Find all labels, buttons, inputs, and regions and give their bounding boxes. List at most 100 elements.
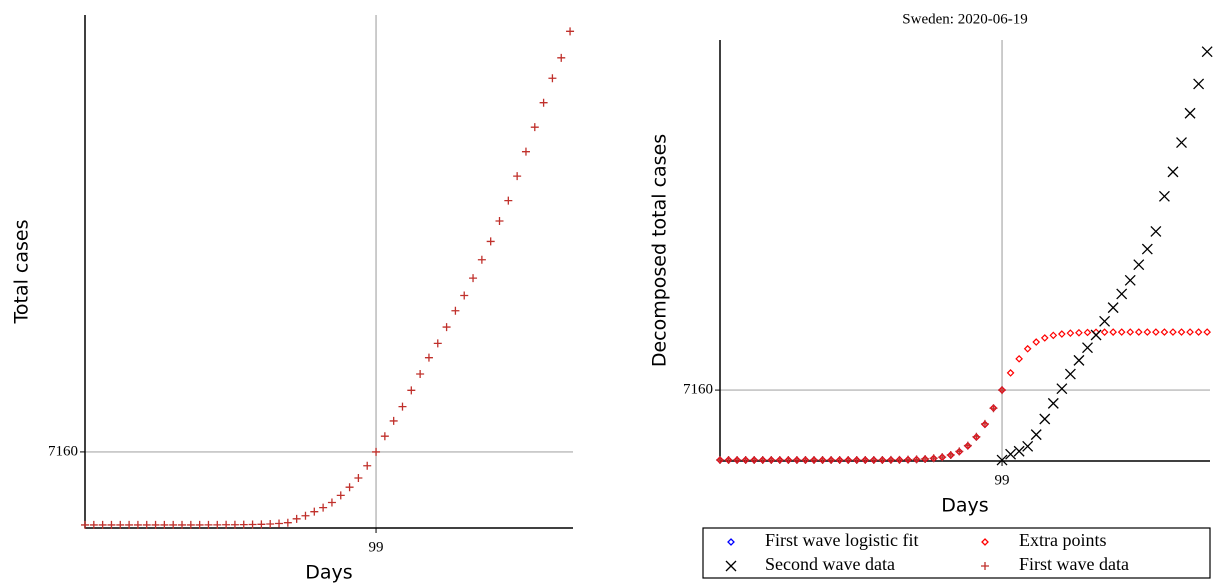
data-point xyxy=(792,456,801,465)
data-point xyxy=(1023,344,1032,353)
data-point xyxy=(1056,383,1068,395)
data-point xyxy=(1015,354,1023,363)
data-point xyxy=(283,518,292,527)
data-point xyxy=(142,520,151,529)
data-point xyxy=(1169,328,1177,336)
data-point xyxy=(996,454,1008,466)
data-point xyxy=(716,456,724,465)
data-point xyxy=(1134,328,1143,336)
data-point xyxy=(844,456,853,465)
data-point xyxy=(810,456,819,465)
chart-title: Sweden: 2020-06-19 xyxy=(902,11,1027,27)
legend-marker xyxy=(727,538,735,546)
data-point xyxy=(504,196,513,205)
data-point xyxy=(169,520,178,529)
data-point xyxy=(750,456,759,465)
data-point xyxy=(1047,397,1059,409)
data-point xyxy=(972,432,981,441)
data-point xyxy=(921,454,930,463)
data-point xyxy=(955,447,964,456)
data-point xyxy=(1005,448,1017,460)
data-point xyxy=(775,456,784,465)
x-axis-label: Days xyxy=(305,562,352,584)
data-point xyxy=(107,520,116,529)
data-point xyxy=(861,456,870,465)
data-point xyxy=(1030,429,1042,441)
data-point xyxy=(460,291,469,300)
data-point xyxy=(1116,288,1128,300)
data-point xyxy=(116,520,125,529)
x-axis-label: Days xyxy=(941,495,988,517)
data-point xyxy=(904,455,913,464)
data-point xyxy=(239,520,248,529)
data-point xyxy=(1152,328,1160,336)
data-point xyxy=(1100,328,1109,337)
data-point xyxy=(1184,107,1196,119)
data-point xyxy=(1193,78,1205,90)
data-point xyxy=(345,483,354,492)
legend-box xyxy=(702,527,1211,579)
legend-marker xyxy=(981,562,989,570)
data-point xyxy=(1083,328,1092,337)
data-point xyxy=(451,306,460,315)
data-point xyxy=(222,520,231,529)
data-point xyxy=(1082,342,1093,354)
data-point xyxy=(852,456,861,465)
data-point xyxy=(275,519,284,528)
data-point xyxy=(980,419,989,428)
data-point xyxy=(266,520,275,529)
legend-marker xyxy=(981,538,989,546)
data-point xyxy=(1124,274,1136,286)
data-point xyxy=(1040,334,1049,342)
data-point xyxy=(1201,46,1213,58)
data-point xyxy=(354,474,363,483)
y-axis-label: Decomposed total cases xyxy=(649,134,671,367)
data-point xyxy=(539,98,548,107)
x-tick-label: 99 xyxy=(995,472,1010,488)
data-point xyxy=(741,456,750,465)
data-point xyxy=(89,520,98,529)
data-point xyxy=(1032,338,1041,346)
data-point xyxy=(929,454,938,463)
data-point xyxy=(327,498,336,507)
data-point xyxy=(998,386,1007,395)
data-point xyxy=(1176,137,1187,149)
data-point xyxy=(186,520,195,529)
data-point xyxy=(1133,259,1145,271)
data-point xyxy=(1143,328,1152,336)
data-point xyxy=(292,514,301,523)
data-point xyxy=(513,172,522,181)
data-point xyxy=(380,432,389,441)
data-point xyxy=(1107,302,1119,314)
data-point xyxy=(336,491,345,500)
data-point xyxy=(886,455,895,464)
data-point xyxy=(938,453,947,462)
data-point xyxy=(469,274,478,283)
data-point xyxy=(151,520,160,529)
data-point xyxy=(1099,315,1111,327)
data-point xyxy=(319,503,328,512)
data-point xyxy=(1090,329,1102,341)
data-point xyxy=(724,456,733,465)
data-point xyxy=(869,455,878,464)
data-point xyxy=(363,461,372,470)
data-point xyxy=(827,456,836,465)
data-point xyxy=(784,456,793,465)
legend-label: Extra points xyxy=(1019,530,1107,550)
data-point xyxy=(433,339,442,348)
data-point xyxy=(818,456,827,465)
data-point xyxy=(98,520,107,529)
data-point xyxy=(125,520,134,529)
data-point xyxy=(1194,328,1203,336)
data-point xyxy=(801,456,810,465)
data-point xyxy=(407,386,416,395)
data-point xyxy=(1066,329,1075,337)
data-point xyxy=(1075,328,1083,337)
data-point xyxy=(1058,330,1066,338)
data-point xyxy=(204,520,213,529)
data-point xyxy=(1022,440,1034,452)
data-point xyxy=(389,416,398,425)
data-point xyxy=(767,456,776,465)
data-point xyxy=(963,441,972,450)
